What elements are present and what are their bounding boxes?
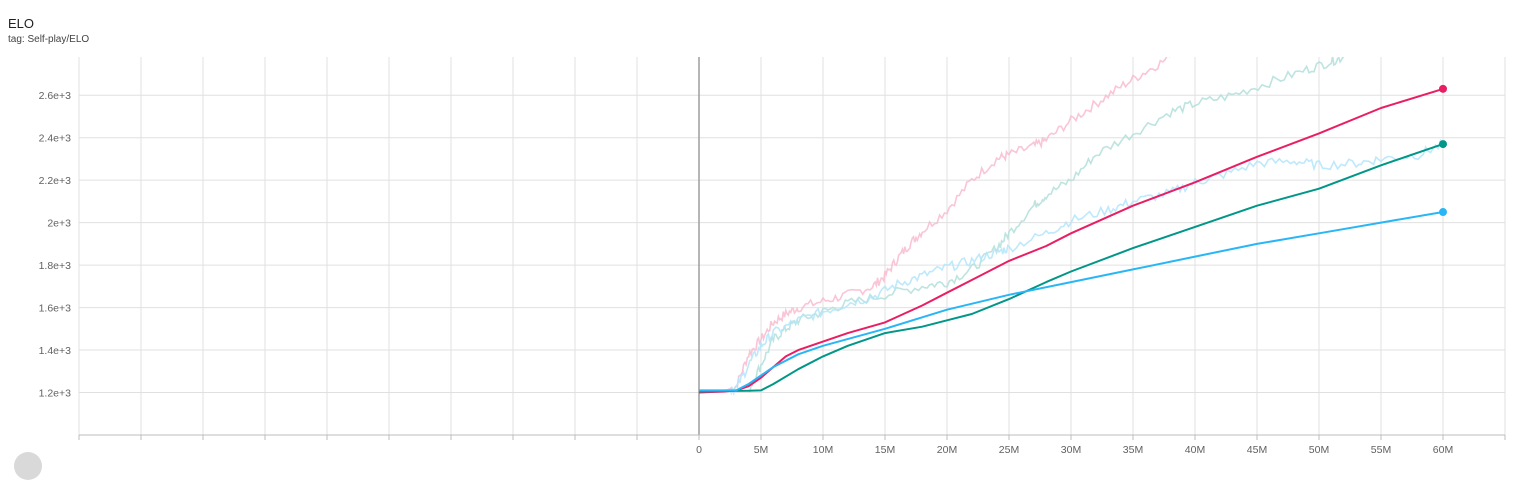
line-chart[interactable]: 0 5M 10M 15M 20M 25M 30M 35M 40M 45M 50M 55M 60M 1.2e… bbox=[0, 0, 1519, 466]
x-tick-label: 60M bbox=[1433, 444, 1453, 456]
x-tick-label: 40M bbox=[1185, 444, 1205, 456]
x-tick-label: 15M bbox=[875, 444, 895, 456]
y-tick-label: 1.6e+3 bbox=[39, 303, 72, 315]
raw-series-line-2 bbox=[699, 138, 1444, 397]
x-tick-label: 55M bbox=[1371, 444, 1391, 456]
series-end-point-2 bbox=[1439, 208, 1447, 217]
raw-series-line-0 bbox=[698, 57, 1171, 394]
y-tick-label: 1.8e+3 bbox=[39, 260, 72, 272]
raw-series-line-1 bbox=[698, 57, 1345, 394]
series-line-1 bbox=[698, 143, 1444, 393]
chart-tag: tag: Self-play/ELO bbox=[8, 34, 90, 45]
y-tick-label: 2.2e+3 bbox=[39, 175, 72, 187]
series-end-point-0 bbox=[1439, 84, 1447, 93]
x-tick-label: 5M bbox=[754, 444, 769, 456]
x-tick-label: 45M bbox=[1247, 444, 1267, 456]
x-tick-label: 0 bbox=[696, 444, 702, 456]
y-tick-label: 2.4e+3 bbox=[39, 133, 72, 145]
x-tick-label: 35M bbox=[1123, 444, 1143, 456]
series-line-0 bbox=[698, 87, 1444, 394]
fit-domain-icon[interactable] bbox=[14, 452, 42, 480]
x-tick-label: 30M bbox=[1061, 444, 1081, 456]
y-tick-label: 2e+3 bbox=[47, 218, 71, 230]
y-tick-label: 1.2e+3 bbox=[39, 388, 72, 400]
x-tick-label: 10M bbox=[813, 444, 833, 456]
series-line-2 bbox=[699, 211, 1444, 392]
chart-title: ELO bbox=[8, 16, 35, 31]
x-tick-label: 20M bbox=[937, 444, 957, 456]
x-tick-label: 50M bbox=[1309, 444, 1329, 456]
series-end-point-1 bbox=[1439, 140, 1447, 149]
y-tick-label: 1.4e+3 bbox=[39, 345, 72, 357]
x-tick-label: 25M bbox=[999, 444, 1019, 456]
y-tick-label: 2.6e+3 bbox=[39, 90, 72, 102]
chart-controls bbox=[14, 452, 42, 480]
